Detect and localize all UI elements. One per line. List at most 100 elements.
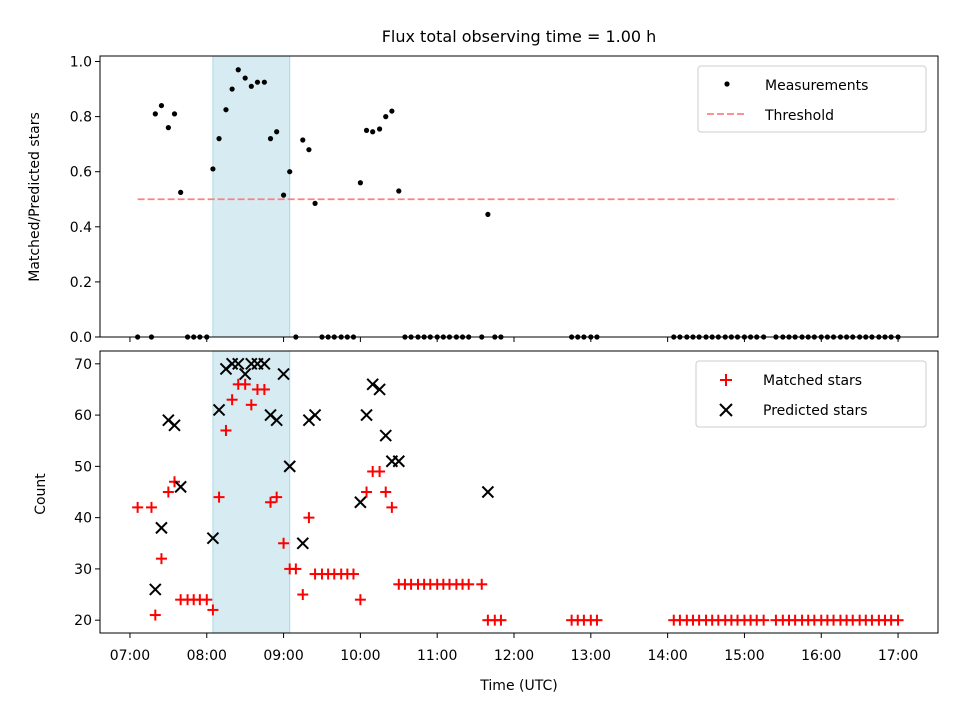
x-tick-label: 08:00 xyxy=(187,648,227,664)
count-x-ticks: 07:00 08:00 09:00 10:00 11:00 12:00 13:00 14:00… xyxy=(110,633,918,664)
chart-title: Flux total observing time = 1.00 h xyxy=(382,27,657,46)
matched-star-marker xyxy=(207,604,219,616)
matched-star-marker xyxy=(290,563,302,575)
legend-measurement-marker xyxy=(724,81,730,87)
matched-star-marker xyxy=(278,537,290,549)
ratio-legend: Measurements Threshold xyxy=(697,65,927,133)
matched-star-marker xyxy=(354,594,366,606)
measurement-point xyxy=(306,147,312,153)
matched-star-marker xyxy=(495,614,507,626)
measurement-point xyxy=(210,166,216,172)
measurement-point xyxy=(300,137,306,143)
measurement-point xyxy=(280,192,287,198)
count-legend-box xyxy=(695,360,927,428)
predicted-star-marker xyxy=(174,480,187,494)
predicted-stars-points xyxy=(149,357,495,596)
measurement-point xyxy=(376,126,383,132)
y-tick-label: 0.2 xyxy=(70,275,92,291)
matched-star-marker xyxy=(374,465,386,477)
measurement-point xyxy=(171,111,178,117)
y-tick-label: 0.0 xyxy=(70,330,92,346)
ratio-panel: 0.0 0.2 0.4 0.6 0.8 1.0 Matched/Predicted sta… xyxy=(27,55,939,346)
predicted-star-marker xyxy=(232,357,245,371)
x-tick-label: 14:00 xyxy=(647,648,687,664)
matched-star-marker xyxy=(297,589,309,601)
predicted-star-marker xyxy=(366,378,379,391)
x-tick-label: 17:00 xyxy=(878,648,918,664)
predicted-star-marker xyxy=(168,419,181,432)
matched-star-marker xyxy=(239,378,251,390)
predicted-star-marker xyxy=(354,496,367,509)
matched-star-marker xyxy=(591,614,603,626)
measurement-point xyxy=(287,169,293,175)
matched-star-marker xyxy=(132,501,144,513)
legend-matched-marker xyxy=(720,374,732,386)
predicted-star-marker xyxy=(238,367,252,381)
measurement-point xyxy=(229,86,235,92)
matched-star-marker xyxy=(347,568,359,580)
y-tick-label: 30 xyxy=(74,562,92,578)
y-tick-label: 1.0 xyxy=(70,55,92,71)
legend-predicted-marker xyxy=(719,403,733,417)
measurement-point xyxy=(485,211,491,218)
measurement-point xyxy=(274,129,280,135)
measurement-point xyxy=(363,127,370,133)
measurement-point xyxy=(357,180,363,186)
legend-threshold-label: Threshold xyxy=(764,108,834,124)
predicted-star-marker xyxy=(258,357,271,371)
predicted-star-marker xyxy=(206,531,220,545)
predicted-star-marker xyxy=(149,583,162,596)
matched-star-marker xyxy=(258,383,270,395)
y-tick-label: 0.6 xyxy=(70,165,92,181)
measurement-point xyxy=(158,102,165,109)
y-tick-label: 60 xyxy=(74,408,92,424)
matched-stars-points xyxy=(132,378,904,626)
measurement-point xyxy=(261,79,267,85)
predicted-star-marker xyxy=(373,383,386,396)
y-tick-label: 70 xyxy=(74,357,92,373)
x-tick-label: 07:00 xyxy=(110,648,150,664)
measurement-point xyxy=(312,200,318,206)
ratio-legend-box xyxy=(697,65,927,133)
count-panel: 20 30 40 50 60 70 07:00 08:00 09:00 10:00 11:00 12… xyxy=(33,350,939,694)
measurement-point xyxy=(178,189,184,195)
matched-star-marker xyxy=(226,394,238,406)
matched-star-marker xyxy=(149,609,161,621)
legend-measurements-label: Measurements xyxy=(765,78,868,94)
matched-star-marker xyxy=(380,486,392,498)
measurement-point xyxy=(152,111,158,117)
measurement-point xyxy=(242,75,248,81)
count-y-ticks: 20 30 40 50 60 70 xyxy=(74,357,100,629)
ratio-x-ticks xyxy=(129,337,899,342)
predicted-star-marker xyxy=(308,408,322,422)
count-panel-frame xyxy=(99,350,939,634)
measurement-point xyxy=(223,107,229,113)
matched-star-marker xyxy=(169,476,181,488)
measurement-point xyxy=(254,79,261,85)
matched-star-marker xyxy=(386,501,398,513)
x-tick-label: 11:00 xyxy=(417,648,457,664)
measurement-point xyxy=(216,136,222,142)
predicted-star-marker xyxy=(360,408,373,422)
matched-star-marker xyxy=(271,491,283,503)
matched-star-marker xyxy=(303,512,315,524)
observing-window-highlight xyxy=(212,55,291,338)
y-tick-label: 20 xyxy=(74,613,92,629)
legend-predicted-label: Predicted stars xyxy=(763,403,868,419)
matched-star-marker xyxy=(245,399,257,411)
y-tick-label: 0.4 xyxy=(70,220,92,236)
x-tick-label: 15:00 xyxy=(724,648,764,664)
ratio-y-axis-label: Matched/Predicted stars xyxy=(27,112,43,282)
measurement-point xyxy=(370,129,376,135)
measurement-point xyxy=(165,125,171,131)
y-tick-label: 0.8 xyxy=(70,110,92,126)
measurement-point xyxy=(267,136,274,142)
predicted-star-marker xyxy=(296,537,309,550)
predicted-star-marker xyxy=(283,460,296,473)
measurement-point xyxy=(396,188,402,194)
measurement-point xyxy=(389,108,395,114)
x-tick-label: 16:00 xyxy=(801,648,841,664)
count-legend: Matched stars Predicted stars xyxy=(695,360,927,428)
predicted-star-marker xyxy=(379,429,392,442)
